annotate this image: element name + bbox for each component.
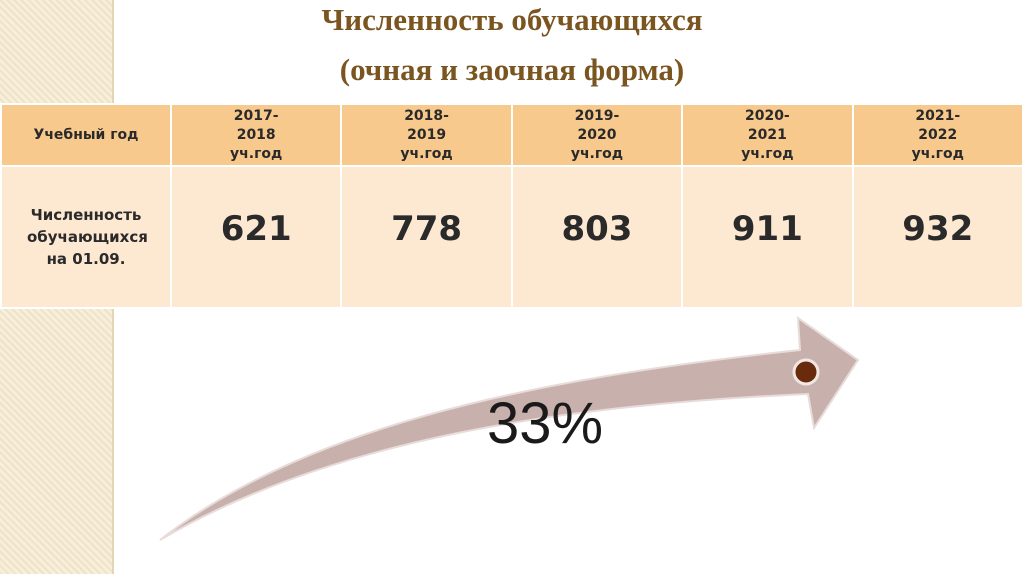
header-cell: 2019-2020 уч.год bbox=[510, 103, 684, 167]
arrow-label: 33% bbox=[487, 391, 603, 456]
value-cell: 803 bbox=[510, 165, 684, 309]
value-cell-text: 803 bbox=[561, 208, 633, 249]
header-row: Учебный год 2017-2018 уч.год 2018-2019 уч.… bbox=[0, 103, 1024, 167]
header-cell-text: 2021-2022 уч.год bbox=[911, 107, 964, 162]
value-cell: 911 bbox=[681, 165, 854, 309]
value-cell: 778 bbox=[340, 165, 513, 309]
data-row: Численность обучающихся на 01.09. 621 778 8… bbox=[0, 165, 1024, 309]
header-cell: 2021-2022 уч.год bbox=[851, 103, 1024, 167]
value-cell-text: 932 bbox=[902, 208, 974, 249]
value-cell: 932 bbox=[851, 165, 1024, 309]
header-cell-text: 2020-2021 уч.год bbox=[741, 107, 794, 162]
header-cell-text: Учебный год bbox=[33, 126, 139, 143]
header-cell: 2018-2019 уч.год bbox=[340, 103, 513, 167]
value-cell-text: 778 bbox=[391, 208, 463, 249]
title-line: Численность обучающихся bbox=[321, 2, 703, 37]
row-label-text: Численность обучающихся на 01.09. bbox=[27, 206, 148, 268]
value-cell: 621 bbox=[169, 165, 343, 309]
title-line: (очная и заочная форма) bbox=[339, 52, 685, 87]
header-cell-text: 2018-2019 уч.год bbox=[400, 107, 453, 162]
growth-arrow bbox=[159, 315, 860, 541]
header-cell: 2020-2021 уч.год bbox=[681, 103, 854, 167]
row-label: Численность обучающихся на 01.09. bbox=[0, 165, 172, 309]
value-cell-text: 621 bbox=[220, 208, 292, 249]
value-cell-text: 911 bbox=[731, 208, 803, 249]
header-cell-text: 2017-2018 уч.год bbox=[230, 107, 283, 162]
header-cell: Учебный год bbox=[0, 103, 172, 167]
header-cell-text: 2019-2020 уч.год bbox=[570, 107, 624, 162]
header-cell: 2017-2018 уч.год bbox=[169, 103, 343, 167]
arrow-dot bbox=[792, 358, 820, 386]
data-table: Учебный год 2017-2018 уч.год 2018-2019 уч.… bbox=[0, 103, 1024, 309]
